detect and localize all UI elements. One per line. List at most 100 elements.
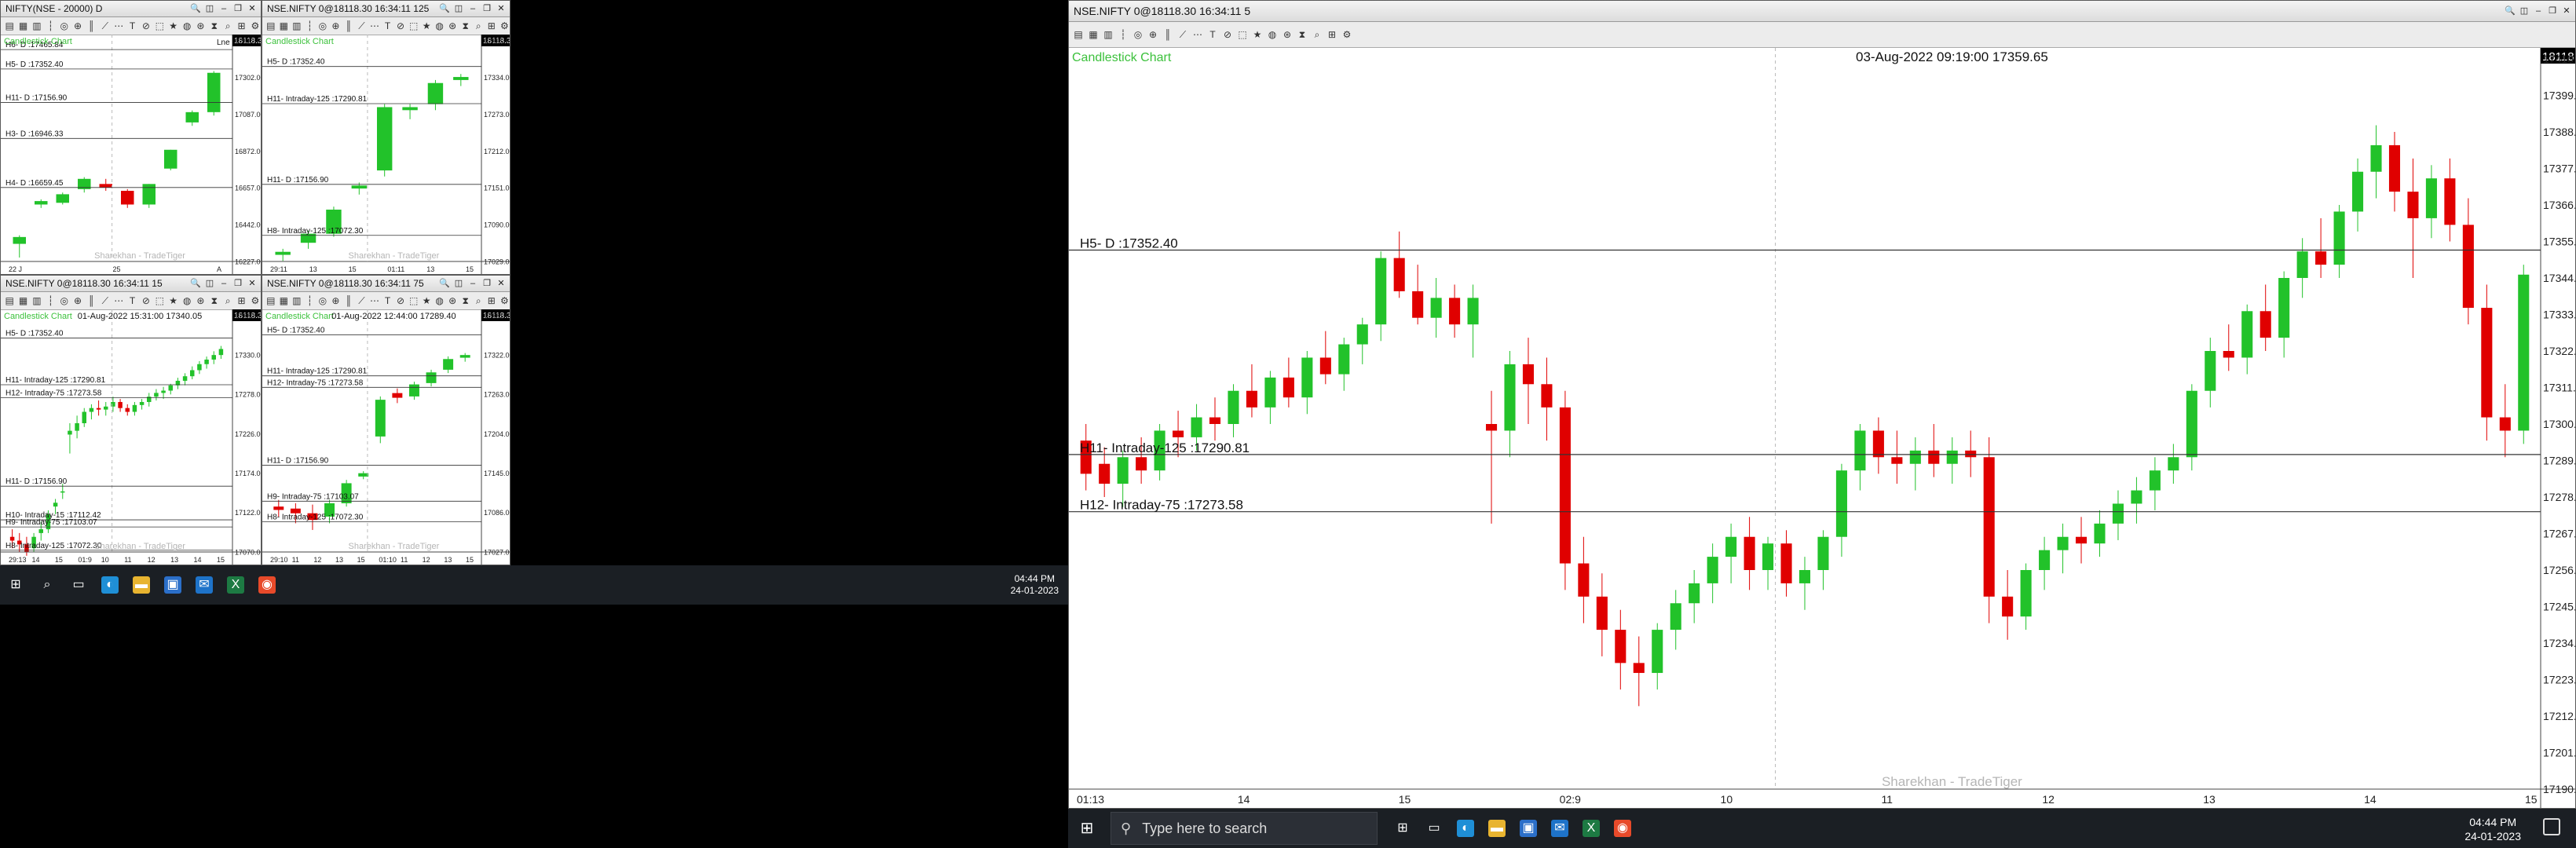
search-icon[interactable]: 🔍	[190, 4, 201, 13]
grid-icon[interactable]: ⊞	[487, 295, 496, 306]
window-titlebar[interactable]: NSE.NIFTY 0@18118.30 16:34:11 75 🔍 ◫ – ❐ ✕	[262, 276, 510, 292]
line-chart-icon[interactable]: ▥	[1103, 29, 1113, 40]
chart-window-125[interactable]: NSE.NIFTY 0@18118.30 16:34:11 125 🔍 ◫ – ❐ ✕ …	[262, 0, 510, 275]
chart-area[interactable]: 18118.3017395.00 17334.00 17273.00 17212.00…	[262, 35, 510, 274]
close-icon[interactable]: ✕	[248, 4, 256, 13]
minimize-icon[interactable]: –	[221, 279, 227, 288]
close-icon[interactable]: ✕	[497, 279, 505, 288]
tracker-icon[interactable]: ◍	[182, 295, 192, 306]
restore-icon[interactable]: ❐	[234, 4, 242, 13]
gear-icon[interactable]: ⚙	[251, 20, 260, 31]
candlestick-chart[interactable]: 18118.3017395.00 17334.00 17273.00 17212.00…	[262, 35, 510, 274]
mail-icon[interactable]: ✉	[1551, 820, 1568, 837]
draw-line-icon[interactable]: ⟋	[358, 295, 365, 306]
link-icon[interactable]: ◫	[454, 279, 463, 288]
text-icon[interactable]: T	[384, 295, 391, 306]
chart-area[interactable]: 18118.3017381.00 17322.00 17263.00 17204.00…	[262, 309, 510, 565]
window-titlebar[interactable]: NSE.NIFTY 0@18118.30 16:34:11 125 🔍 ◫ – ❐ ✕	[262, 1, 510, 17]
edge-icon[interactable]: ◐	[101, 576, 119, 594]
minimize-icon[interactable]: –	[470, 279, 476, 288]
gear-icon[interactable]: ⚙	[251, 295, 260, 306]
chart-area[interactable]: 18118.3017410.00 17399.00 17388.00 17377.00…	[1069, 48, 2575, 808]
chart-window-5[interactable]: NSE.NIFTY 0@18118.30 16:34:11 5 🔍 ◫ – ❐ ✕ ▤ ▦…	[1068, 0, 2576, 809]
separator-icon[interactable]: ┆	[47, 20, 53, 31]
grid-icon[interactable]: ⊞	[487, 20, 496, 31]
text-icon[interactable]: T	[129, 20, 136, 31]
search-icon[interactable]: ⌕	[1314, 29, 1320, 40]
more-icon[interactable]: ⋯	[1193, 29, 1202, 40]
history-icon[interactable]: ⧗	[462, 20, 469, 31]
candlestick-chart[interactable]: 18118.3017382.00 17330.00 17278.00 17226.00…	[1, 309, 261, 565]
chart-area[interactable]: 18118.3017382.00 17330.00 17278.00 17226.00…	[1, 309, 261, 565]
text-icon[interactable]: T	[1209, 29, 1216, 40]
select-icon[interactable]: ⬚	[155, 295, 164, 306]
target-icon[interactable]: ◎	[60, 20, 68, 31]
bar-chart-icon[interactable]: ▤	[266, 295, 276, 306]
zoom-icon[interactable]: ⊘	[397, 20, 405, 31]
store-icon[interactable]: ▣	[1520, 820, 1537, 837]
grid-icon[interactable]: ⊞	[237, 295, 246, 306]
star-icon[interactable]: ★	[169, 20, 178, 31]
tracker-icon[interactable]: ◍	[435, 295, 444, 306]
history-icon[interactable]: ⧗	[462, 295, 469, 306]
indicator-icon[interactable]: ⊛	[196, 295, 205, 306]
indicator-icon[interactable]: ⊛	[1283, 29, 1292, 40]
crosshair-icon[interactable]: ⊕	[331, 20, 340, 31]
task-view-icon[interactable]: ▭	[72, 578, 85, 591]
select-icon[interactable]: ⬚	[408, 20, 419, 31]
history-icon[interactable]: ⧗	[210, 20, 218, 31]
draw-line-icon[interactable]: ⟋	[101, 295, 109, 306]
star-icon[interactable]: ★	[422, 295, 431, 306]
candle-icon[interactable]: ▦	[1089, 29, 1098, 40]
close-icon[interactable]: ✕	[497, 4, 505, 13]
target-icon[interactable]: ◎	[318, 20, 327, 31]
tracker-icon[interactable]: ◍	[435, 20, 444, 31]
chart-window-daily[interactable]: NIFTY(NSE - 20000) D 🔍 ◫ – ❐ ✕ ▤ ▦ ▥ ┆ ◎ ⊕ ║ ⟋ ⋯ T ⊘ ⬚ ★…	[0, 0, 262, 275]
more-icon[interactable]: ⋯	[114, 20, 124, 31]
taskbar-clock[interactable]: 04:44 PM 24-01-2023	[2464, 815, 2521, 843]
minimize-icon[interactable]: –	[2535, 6, 2541, 16]
grid-icon[interactable]: ⊞	[237, 20, 246, 31]
bar-chart-icon[interactable]: ▤	[5, 20, 14, 31]
bar-chart-icon[interactable]: ▤	[1074, 29, 1083, 40]
separator-icon[interactable]: ┆	[47, 295, 53, 306]
mail-icon[interactable]: ✉	[196, 576, 213, 594]
task-view-icon[interactable]: ▭	[1428, 821, 1440, 835]
target-icon[interactable]: ◎	[1133, 29, 1143, 40]
target-icon[interactable]: ◎	[60, 295, 68, 306]
separator-icon[interactable]: ┆	[1120, 29, 1126, 40]
search-icon[interactable]: ⌕	[475, 20, 481, 31]
crosshair-icon[interactable]: ⊕	[74, 20, 82, 31]
select-icon[interactable]: ⬚	[155, 20, 164, 31]
windows-icon[interactable]: ⊞	[1397, 821, 1408, 835]
pause-icon[interactable]: ║	[345, 20, 353, 31]
grid-icon[interactable]: ⊞	[1327, 29, 1337, 40]
zoom-icon[interactable]: ⊘	[397, 295, 405, 306]
pause-icon[interactable]: ║	[88, 20, 95, 31]
more-icon[interactable]: ⋯	[114, 295, 124, 306]
minimize-icon[interactable]: –	[221, 4, 227, 13]
draw-line-icon[interactable]: ⟋	[101, 20, 109, 31]
close-icon[interactable]: ✕	[2563, 6, 2571, 16]
crosshair-icon[interactable]: ⊕	[74, 295, 82, 306]
pause-icon[interactable]: ║	[345, 295, 353, 306]
restore-icon[interactable]: ❐	[483, 279, 491, 288]
close-icon[interactable]: ✕	[248, 279, 256, 288]
file-explorer-icon[interactable]: ▬	[1488, 820, 1506, 837]
line-chart-icon[interactable]: ▥	[32, 295, 42, 306]
tracker-icon[interactable]: ◍	[182, 20, 192, 31]
store-icon[interactable]: ▣	[164, 576, 181, 594]
link-icon[interactable]: ◫	[2519, 6, 2529, 16]
tradetiger-icon[interactable]: ◉	[1614, 820, 1631, 837]
history-icon[interactable]: ⧗	[1298, 29, 1306, 40]
window-titlebar[interactable]: NIFTY(NSE - 20000) D 🔍 ◫ – ❐ ✕	[1, 1, 261, 17]
select-icon[interactable]: ⬚	[408, 295, 419, 306]
separator-icon[interactable]: ┆	[306, 295, 313, 306]
search-icon[interactable]: ⌕	[225, 20, 231, 31]
tracker-icon[interactable]: ◍	[1268, 29, 1277, 40]
search-icon[interactable]: 🔍	[439, 279, 450, 288]
indicator-icon[interactable]: ⊛	[448, 295, 457, 306]
gear-icon[interactable]: ⚙	[1342, 29, 1352, 40]
zoom-icon[interactable]: ⊘	[141, 295, 150, 306]
search-icon[interactable]: ⌕	[225, 295, 231, 306]
